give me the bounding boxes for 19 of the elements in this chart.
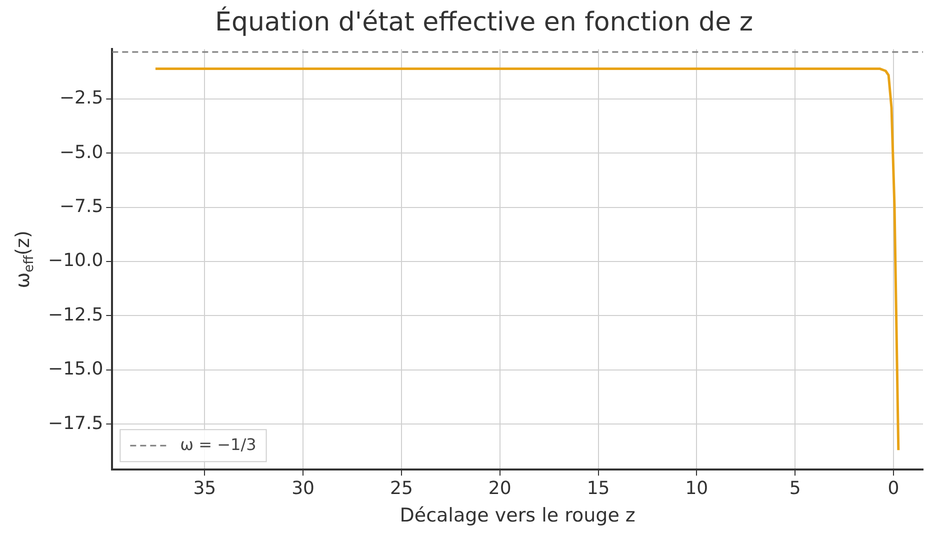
y-tick-label: −7.5 bbox=[59, 196, 104, 218]
x-tick-label: 30 bbox=[292, 478, 315, 500]
y-tick-label: −12.5 bbox=[48, 304, 104, 326]
x-tick-label: 25 bbox=[390, 478, 413, 500]
x-tick-label: 0 bbox=[888, 478, 900, 500]
y-tick-label: −10.0 bbox=[48, 250, 104, 272]
x-tick-label: 35 bbox=[193, 478, 216, 500]
x-tick-label: 5 bbox=[789, 478, 801, 500]
x-tick-label: 20 bbox=[488, 478, 512, 500]
x-tick-label: 10 bbox=[685, 478, 708, 500]
y-axis-title: ωeff(z) bbox=[12, 230, 37, 288]
x-tick-label: 15 bbox=[586, 478, 610, 500]
chart-title: Équation d'état effective en fonction de z bbox=[215, 5, 753, 38]
y-tick-label: −5.0 bbox=[59, 142, 104, 163]
x-axis-title: Décalage vers le rouge z bbox=[400, 504, 636, 527]
legend-label: ω = −1/3 bbox=[180, 434, 256, 454]
y-tick-label: −15.0 bbox=[48, 358, 104, 380]
y-tick-label: −2.5 bbox=[59, 88, 104, 109]
y-tick-label: −17.5 bbox=[48, 412, 104, 434]
